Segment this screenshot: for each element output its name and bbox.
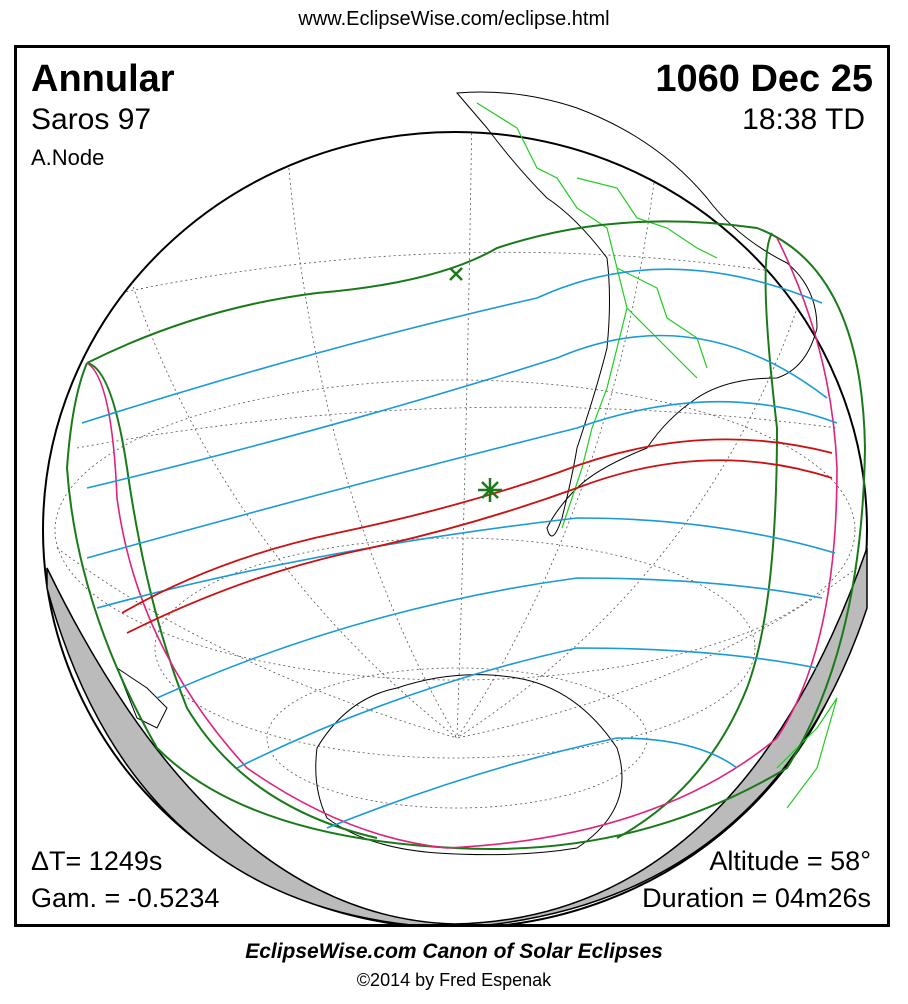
gamma-value: Gam. = -0.5234 — [31, 883, 220, 913]
footer-title: EclipseWise.com Canon of Solar Eclipses — [245, 940, 663, 963]
footer-copyright: ©2014 by Fred Espenak — [356, 970, 552, 990]
coastlines — [115, 91, 818, 856]
delta-t-value: ΔT= 1249s — [31, 846, 163, 876]
graticule — [54, 132, 858, 809]
eclipse-map-panel: Annular Saros 97 A.Node 1060 Dec 25 18:3… — [14, 45, 890, 927]
penumbral-limit-line — [65, 220, 867, 850]
subsolar-x-icon — [449, 267, 463, 281]
greatest-eclipse-star-icon — [478, 478, 502, 502]
duration-value: Duration = 04m26s — [642, 883, 871, 913]
source-url: www.EclipseWise.com/eclipse.html — [298, 8, 610, 30]
penumbral-limit-east — [616, 232, 779, 839]
rise-set-limit-line — [86, 237, 838, 849]
night-side-region — [46, 547, 868, 924]
eclipse-time-lines — [81, 268, 838, 829]
eclipse-type: Annular — [31, 58, 175, 100]
globe-map — [42, 91, 868, 924]
globe-disk — [42, 131, 868, 924]
altitude-value: Altitude = 58° — [709, 846, 871, 876]
penumbral-limit-west — [86, 362, 378, 839]
eclipse-time: 18:38 TD — [742, 103, 865, 136]
country-borders — [476, 102, 838, 809]
annular-path — [121, 438, 833, 634]
eclipse-date: 1060 Dec 25 — [655, 58, 873, 100]
node-label: A.Node — [31, 145, 105, 170]
saros-number: Saros 97 — [31, 103, 152, 136]
